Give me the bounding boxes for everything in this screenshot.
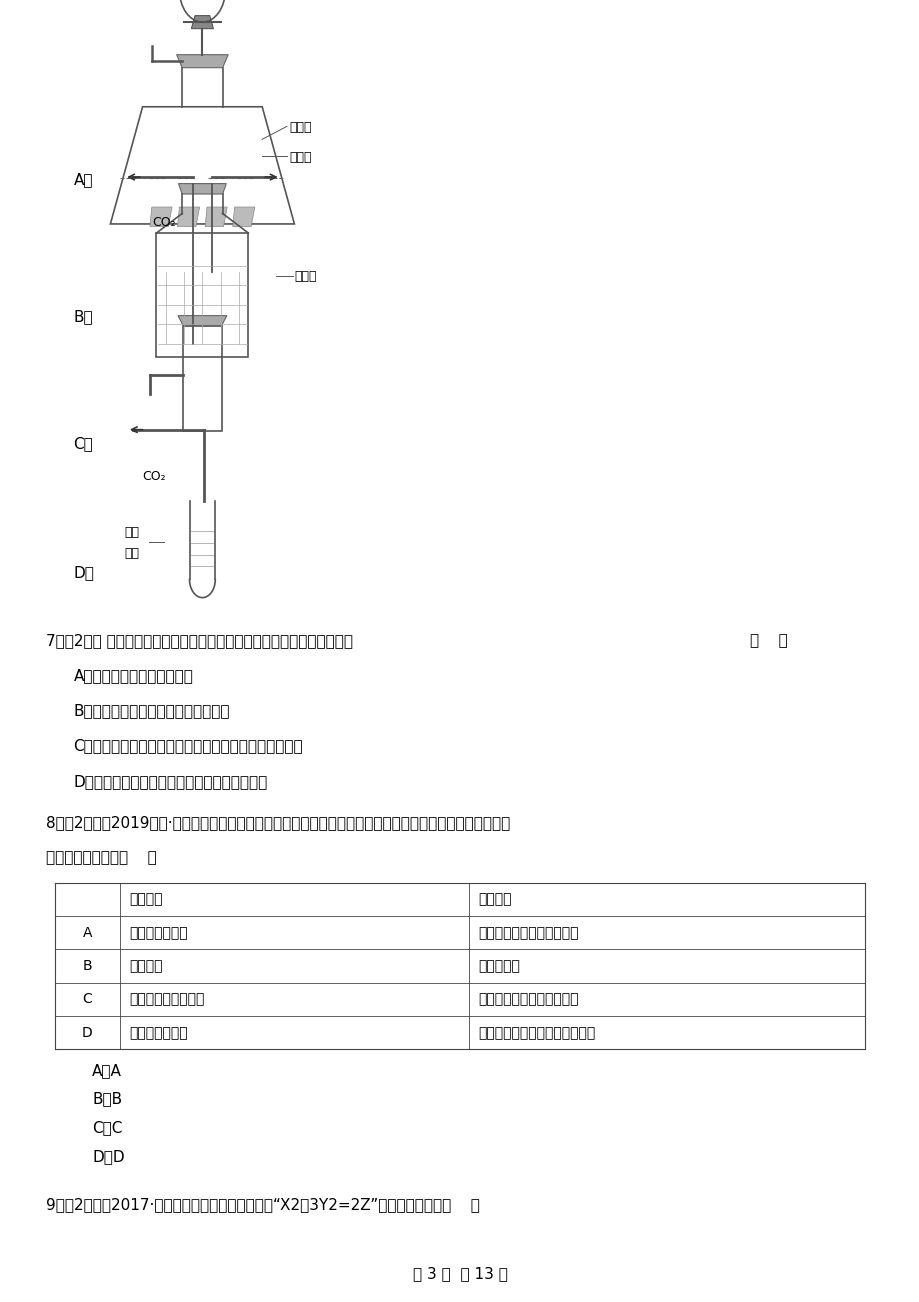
- Text: B: B: [83, 960, 92, 973]
- Text: 分别闻气味: 分别闻气味: [478, 960, 520, 973]
- Text: 石灰石: 石灰石: [289, 151, 312, 164]
- Text: 燃着的木条分别伸入集气瓶: 燃着的木条分别伸入集气瓶: [478, 926, 578, 940]
- Text: CO₂: CO₂: [152, 216, 176, 229]
- Polygon shape: [177, 207, 199, 227]
- Text: 鉴别物质: 鉴别物质: [129, 892, 162, 906]
- Text: 呼出气体和新鲜空气: 呼出气体和新鲜空气: [129, 992, 204, 1006]
- Text: 分别同速通入澄清的石灰水: 分别同速通入澄清的石灰水: [478, 992, 578, 1006]
- Text: D．: D．: [74, 565, 95, 581]
- Text: D: D: [82, 1026, 93, 1040]
- Text: D．电解水生成氢气和氧气说明水分子是可分的: D．电解水生成氢气和氧气说明水分子是可分的: [74, 773, 267, 789]
- Text: 7．（2分） 分子是构成物质的一种粒子。下列有关水分子的叙述正确的是: 7．（2分） 分子是构成物质的一种粒子。下列有关水分子的叙述正确的是: [46, 633, 353, 648]
- Text: A: A: [83, 926, 92, 940]
- Text: （    ）: （ ）: [749, 633, 787, 648]
- Text: C: C: [83, 992, 92, 1006]
- Polygon shape: [191, 16, 213, 29]
- Bar: [183, 326, 221, 431]
- Text: C．C: C．C: [92, 1120, 122, 1135]
- Text: 9．（2分）（2017·渠县模拟）下列关于化学反应“X2十3Y2=2Z”的叙述错误的是（    ）: 9．（2分）（2017·渠县模拟）下列关于化学反应“X2十3Y2=2Z”的叙述错…: [46, 1197, 480, 1212]
- Polygon shape: [177, 315, 227, 326]
- Polygon shape: [233, 207, 255, 227]
- Text: A．A: A．A: [92, 1062, 121, 1078]
- Text: 试液: 试液: [124, 547, 139, 560]
- Text: 第 3 页  共 13 页: 第 3 页 共 13 页: [412, 1266, 507, 1281]
- Text: B．B: B．B: [92, 1091, 122, 1107]
- Text: 浓硫酸: 浓硫酸: [294, 270, 316, 283]
- Text: 达到实验目的的是（    ）: 达到实验目的的是（ ）: [46, 850, 156, 866]
- Text: 蒋馏水与食盐水: 蒋馏水与食盐水: [129, 1026, 187, 1040]
- Text: 8．（2分）（2019九上·青岛期中）利用物质的性质鉴别物质是学习化学常用的方法之一。下列实验方法不能: 8．（2分）（2019九上·青岛期中）利用物质的性质鉴别物质是学习化学常用的方法…: [46, 815, 510, 831]
- Text: 水与酒精: 水与酒精: [129, 960, 162, 973]
- Bar: [156, 233, 248, 357]
- Polygon shape: [205, 207, 227, 227]
- Text: 分别取两种液体少量，加热蕊发: 分别取两种液体少量，加热蕊发: [478, 1026, 595, 1040]
- Polygon shape: [178, 184, 226, 194]
- Text: 二氧化碳、氮气: 二氧化碳、氮气: [129, 926, 187, 940]
- Text: A．受热时水分子的体积变大: A．受热时水分子的体积变大: [74, 668, 193, 684]
- Text: B．降温时水分子的化学性质发生改变: B．降温时水分子的化学性质发生改变: [74, 703, 230, 719]
- Text: CO₂: CO₂: [142, 470, 166, 483]
- Text: C．液态水难被压缩，说明液态水中的水分子间没有间隔: C．液态水难被压缩，说明液态水中的水分子间没有间隔: [74, 738, 303, 754]
- Text: 石蕊: 石蕊: [124, 526, 139, 539]
- Text: A．: A．: [74, 172, 93, 187]
- Polygon shape: [150, 207, 172, 227]
- Text: C．: C．: [74, 436, 93, 452]
- Text: 实验方法: 实验方法: [478, 892, 511, 906]
- Text: B．: B．: [74, 309, 93, 324]
- Text: 稀盐酸: 稀盐酸: [289, 121, 312, 134]
- Text: D．D: D．D: [92, 1148, 124, 1164]
- Polygon shape: [176, 55, 228, 68]
